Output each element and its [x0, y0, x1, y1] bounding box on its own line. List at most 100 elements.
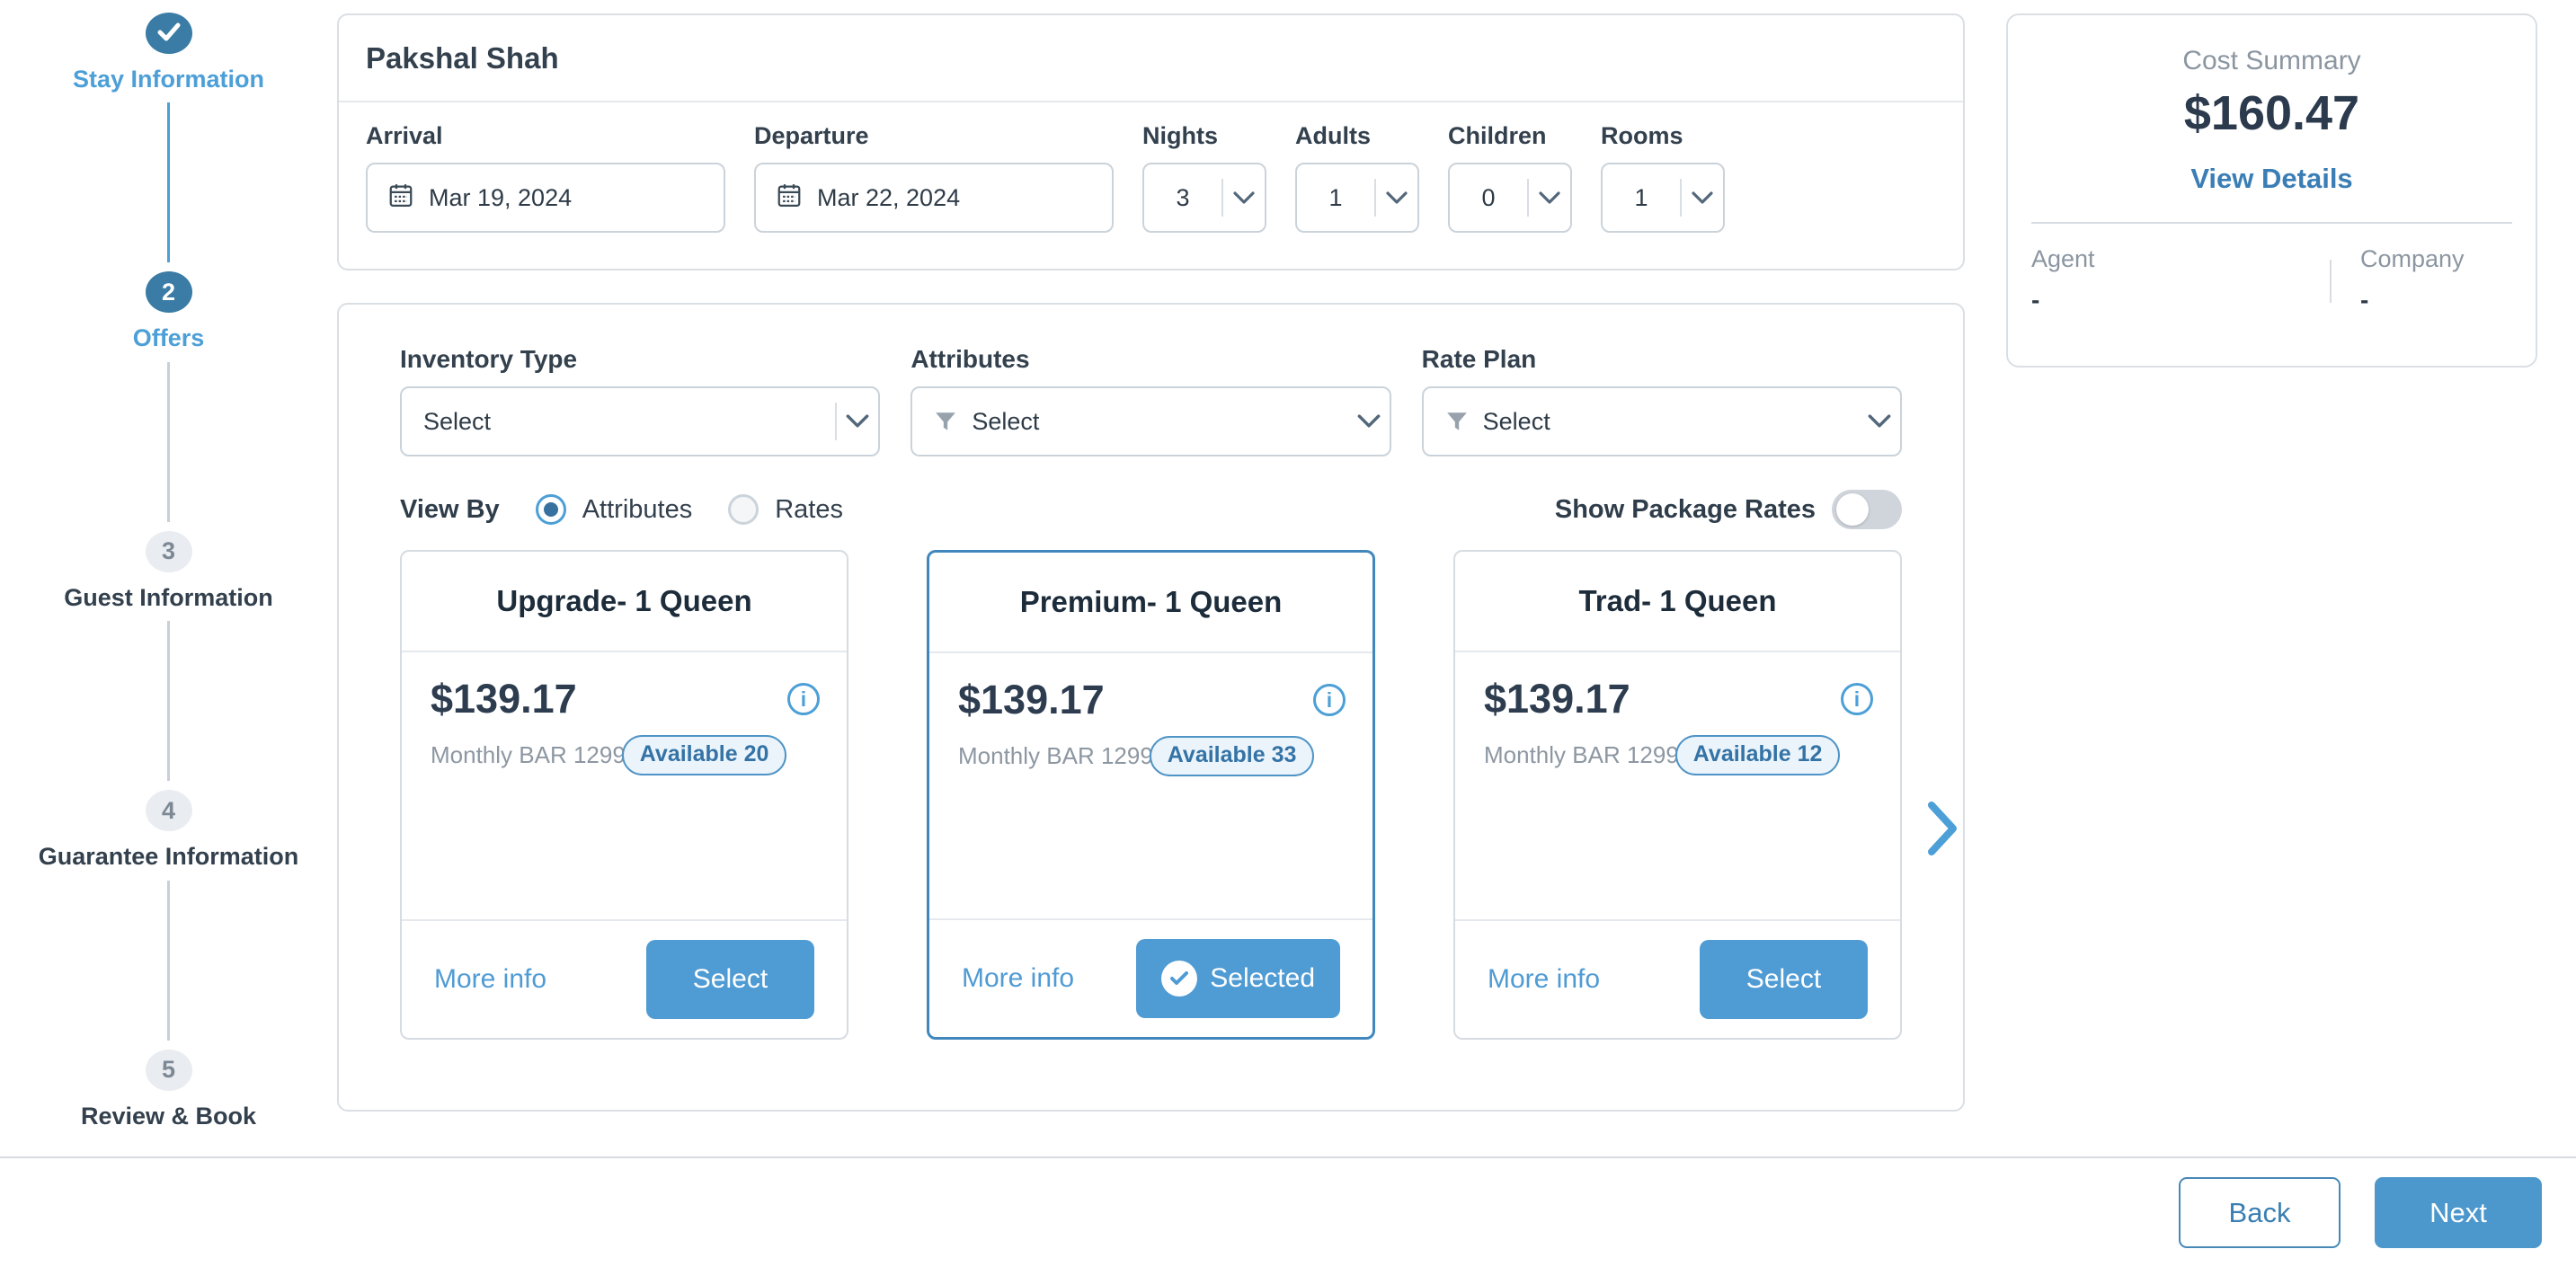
- rooms-select[interactable]: 1: [1601, 163, 1725, 233]
- arrival-label: Arrival: [366, 122, 443, 149]
- nights-select[interactable]: 3: [1142, 163, 1266, 233]
- attributes-filter: Attributes Select: [910, 345, 1391, 456]
- progress-stepper: Stay Information 2 Offers 3 Guest Inform…: [0, 0, 337, 1156]
- show-package-rates-toggle[interactable]: [1832, 490, 1902, 529]
- adults-label: Adults: [1295, 122, 1371, 149]
- chevron-down-icon: [1223, 190, 1265, 205]
- departure-date-input[interactable]: Mar 22, 2024: [754, 163, 1114, 233]
- step-1-label[interactable]: Stay Information: [72, 66, 265, 93]
- divider: [2330, 260, 2332, 303]
- more-info-link[interactable]: More info: [962, 963, 1075, 993]
- view-by-attributes-label[interactable]: Attributes: [582, 494, 693, 524]
- company-block: Company -: [2332, 245, 2465, 315]
- offer-price: $139.17: [1484, 676, 1630, 722]
- chevron-down-icon: [1529, 190, 1570, 205]
- children-field: Children 0: [1448, 122, 1572, 233]
- step-2-label[interactable]: Offers: [132, 324, 205, 352]
- step-4-label[interactable]: Guarantee Information: [38, 843, 299, 871]
- stepper-connector: [167, 361, 170, 522]
- stepper-connector: [167, 102, 170, 263]
- step-3-badge[interactable]: 3: [145, 530, 192, 572]
- adults-field: Adults 1: [1295, 122, 1419, 233]
- inventory-type-select[interactable]: Select: [400, 386, 881, 456]
- rooms-value: 1: [1634, 183, 1648, 211]
- back-button[interactable]: Back: [2179, 1177, 2341, 1248]
- inventory-type-label: Inventory Type: [400, 345, 578, 373]
- offer-body: $139.17 i Monthly BAR 1299 Available 12: [1455, 652, 1900, 919]
- chevron-down-icon: [837, 414, 878, 429]
- offer-list: Upgrade- 1 Queen $139.17 i Monthly BAR 1…: [400, 550, 1902, 1040]
- adults-value: 1: [1328, 183, 1343, 211]
- step-5-badge[interactable]: 5: [145, 1049, 192, 1091]
- offer-body: $139.17 i Monthly BAR 1299 Available 33: [929, 653, 1372, 918]
- info-icon[interactable]: i: [1313, 684, 1346, 716]
- divider: [1680, 179, 1682, 217]
- selected-offer-button[interactable]: Selected: [1136, 939, 1340, 1018]
- offer-price: $139.17: [958, 677, 1105, 722]
- chevron-down-icon: [1376, 190, 1417, 205]
- arrival-date-input[interactable]: Mar 19, 2024: [366, 163, 725, 233]
- more-info-link[interactable]: More info: [1488, 964, 1601, 994]
- step-1-badge[interactable]: [145, 13, 192, 54]
- view-by-rates-radio[interactable]: [728, 494, 759, 525]
- rate-plan-filter: Rate Plan Select: [1421, 345, 1902, 456]
- departure-value: Mar 22, 2024: [817, 183, 961, 211]
- chevron-down-icon: [1348, 414, 1390, 429]
- info-icon[interactable]: i: [1841, 683, 1873, 715]
- step-2-badge[interactable]: 2: [145, 271, 192, 314]
- booking-wizard: Stay Information 2 Offers 3 Guest Inform…: [0, 0, 2537, 1156]
- step-5-label[interactable]: Review & Book: [80, 1102, 257, 1130]
- offer-title: Upgrade- 1 Queen: [402, 552, 847, 652]
- offer-card-premium[interactable]: Premium- 1 Queen $139.17 i Monthly BAR 1…: [927, 550, 1375, 1040]
- stepper-connector: [167, 621, 170, 782]
- company-value: -: [2360, 286, 2369, 314]
- offer-card-trad[interactable]: Trad- 1 Queen $139.17 i Monthly BAR 1299…: [1453, 550, 1902, 1040]
- funnel-icon: [934, 410, 957, 433]
- offer-title: Premium- 1 Queen: [929, 553, 1372, 653]
- info-icon[interactable]: i: [787, 683, 820, 715]
- cost-summary-total: $160.47: [2183, 86, 2360, 140]
- company-label: Company: [2360, 245, 2465, 272]
- rooms-field: Rooms 1: [1601, 122, 1725, 233]
- rooms-label: Rooms: [1601, 122, 1683, 149]
- availability-badge: Available 12: [1674, 735, 1841, 775]
- arrival-value: Mar 19, 2024: [429, 183, 573, 211]
- view-details-link[interactable]: View Details: [2190, 163, 2353, 194]
- check-icon: [1161, 961, 1198, 997]
- view-by-attributes-radio[interactable]: [535, 494, 566, 525]
- chevron-down-icon: [1682, 190, 1723, 205]
- attributes-label: Attributes: [910, 345, 1030, 373]
- divider: [1374, 179, 1376, 217]
- step-4-badge[interactable]: 4: [145, 790, 192, 832]
- select-offer-button[interactable]: Select: [1700, 940, 1868, 1019]
- children-label: Children: [1448, 122, 1547, 149]
- children-select[interactable]: 0: [1448, 163, 1572, 233]
- check-icon: [157, 20, 181, 48]
- stepper-connector: [167, 880, 170, 1041]
- agent-label: Agent: [2031, 245, 2095, 272]
- show-package-rates-label: Show Package Rates: [1554, 494, 1816, 524]
- nights-field: Nights 3: [1142, 122, 1266, 233]
- offer-card-upgrade[interactable]: Upgrade- 1 Queen $139.17 i Monthly BAR 1…: [400, 550, 848, 1040]
- rate-plan-value: Select: [1482, 407, 1550, 435]
- rate-plan-select[interactable]: Select: [1421, 386, 1902, 456]
- main-content: Pakshal Shah Arrival Mar 1: [337, 0, 1965, 1156]
- cost-summary-card: Cost Summary $160.47 View Details Agent …: [2006, 13, 2537, 368]
- attributes-select[interactable]: Select: [910, 386, 1391, 456]
- adults-select[interactable]: 1: [1295, 163, 1419, 233]
- calendar-icon: [387, 182, 414, 215]
- nights-value: 3: [1176, 183, 1190, 211]
- select-offer-button[interactable]: Select: [646, 940, 814, 1019]
- offers-card: Inventory Type Select Attributes: [337, 303, 1965, 1112]
- divider: [2031, 222, 2512, 224]
- next-button[interactable]: Next: [2375, 1177, 2542, 1248]
- children-value: 0: [1481, 183, 1496, 211]
- view-by-rates-label[interactable]: Rates: [775, 494, 843, 524]
- carousel-next-button[interactable]: [1927, 801, 1958, 859]
- step-3-label[interactable]: Guest Information: [64, 583, 273, 611]
- more-info-link[interactable]: More info: [434, 964, 547, 994]
- divider: [1221, 179, 1223, 217]
- guest-name: Pakshal Shah: [339, 15, 1963, 102]
- attributes-value: Select: [972, 407, 1040, 435]
- inventory-type-value: Select: [423, 407, 492, 435]
